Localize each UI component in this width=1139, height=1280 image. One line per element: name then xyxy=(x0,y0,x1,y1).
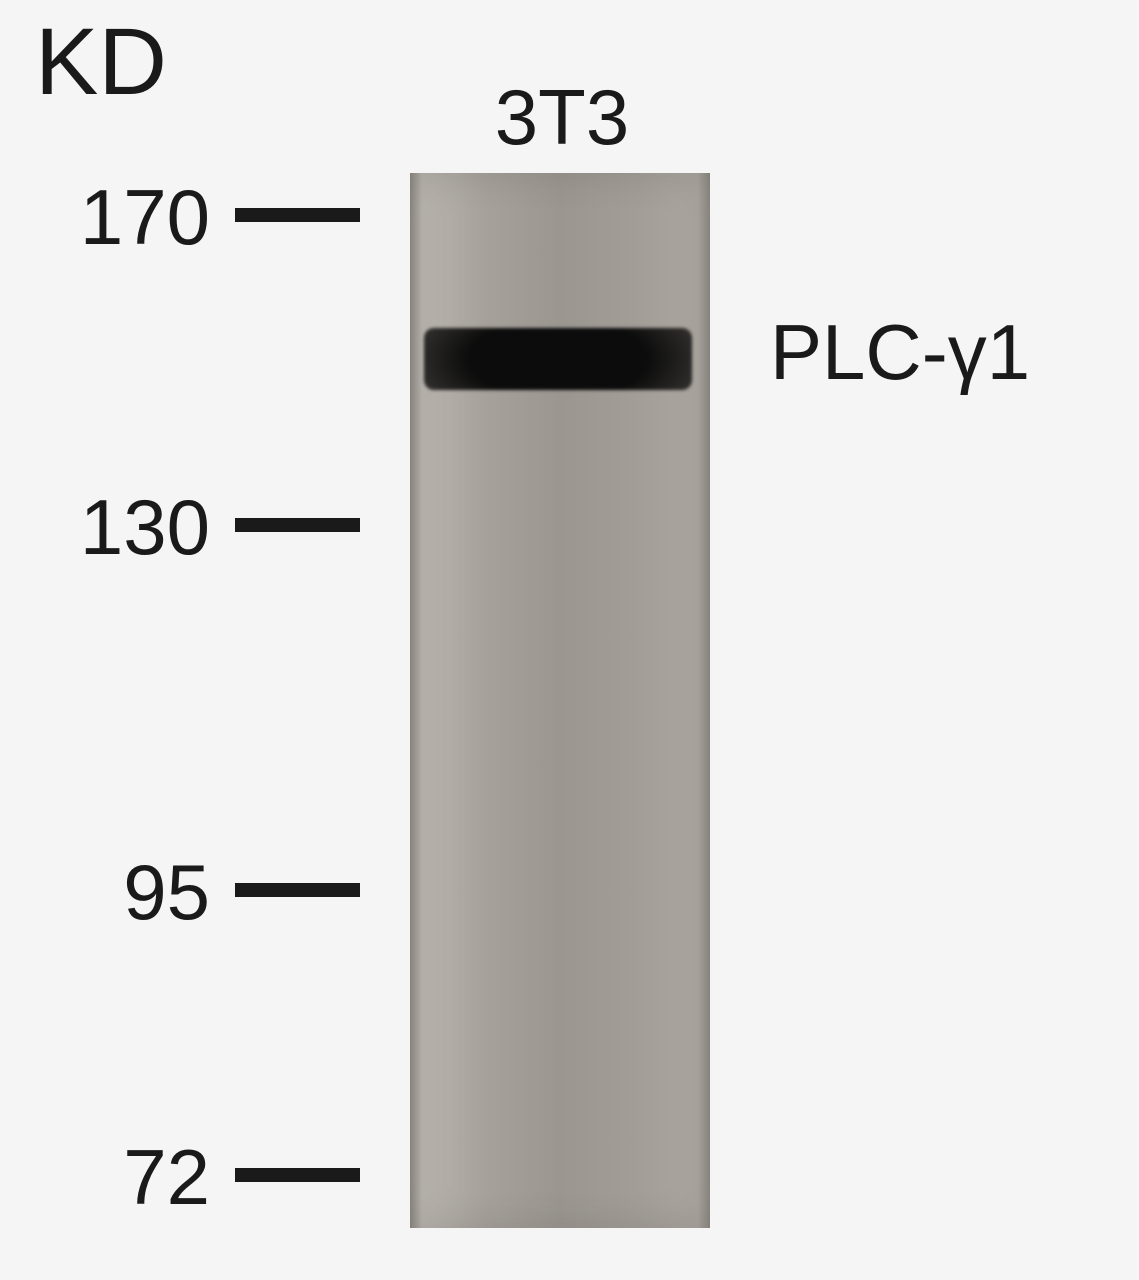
marker-label-2: 95 xyxy=(123,847,210,938)
kd-header: KD xyxy=(35,8,167,117)
marker-tick-1 xyxy=(235,518,360,532)
marker-label-0: 170 xyxy=(80,172,210,263)
marker-label-3: 72 xyxy=(123,1132,210,1223)
protein-label: PLC-γ1 xyxy=(770,307,1030,398)
marker-tick-0 xyxy=(235,208,360,222)
lane-label: 3T3 xyxy=(462,72,662,163)
marker-label-1: 130 xyxy=(80,482,210,573)
blot-lane xyxy=(410,173,710,1228)
marker-tick-3 xyxy=(235,1168,360,1182)
marker-tick-2 xyxy=(235,883,360,897)
protein-band xyxy=(424,328,692,390)
